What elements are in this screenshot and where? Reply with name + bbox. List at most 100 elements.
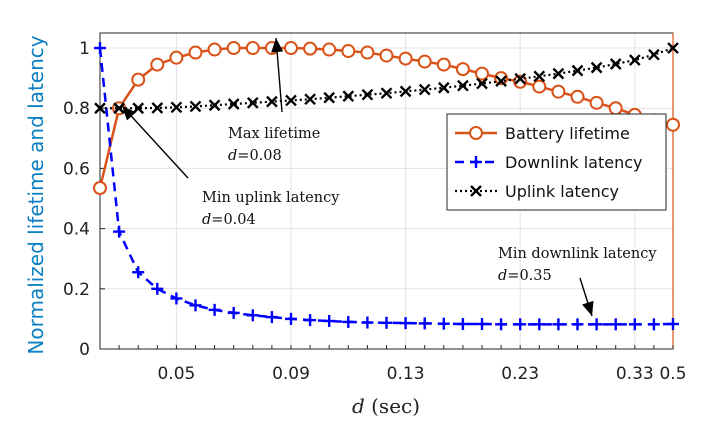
series-2-point-8 bbox=[246, 96, 259, 109]
series-1-point-3 bbox=[151, 282, 164, 295]
series-2-point-25 bbox=[571, 64, 584, 77]
series-2-point-28 bbox=[628, 54, 641, 66]
annotation-min-uplink: Min uplink latency d=0.04 bbox=[121, 105, 340, 228]
series-2-point-10 bbox=[285, 94, 297, 107]
series-1-point-22 bbox=[514, 318, 527, 331]
legend-marker-1 bbox=[470, 156, 482, 168]
series-0-point-25 bbox=[570, 89, 585, 104]
series-2-point-26 bbox=[590, 61, 603, 74]
series-0-point-0 bbox=[93, 180, 107, 195]
series-2-point-4 bbox=[170, 101, 183, 114]
annotation-value-2: d=0.35 bbox=[498, 268, 552, 284]
series-2-point-22 bbox=[514, 72, 527, 85]
y-tick-label-0: 0 bbox=[79, 340, 90, 360]
series-1-point-26 bbox=[590, 318, 603, 331]
series-1-point-10 bbox=[285, 312, 297, 325]
legend-label-0: Battery lifetime bbox=[505, 124, 630, 143]
series-0-point-4 bbox=[169, 50, 184, 65]
legend-label-1: Downlink latency bbox=[505, 153, 643, 172]
series-0-point-12 bbox=[322, 42, 337, 57]
series-0-point-7 bbox=[226, 41, 241, 56]
annotation-arrow-head-2 bbox=[582, 300, 594, 316]
series-2-point-15 bbox=[380, 87, 393, 100]
series-1-point-11 bbox=[304, 314, 317, 327]
series-0-point-15 bbox=[379, 48, 394, 63]
x-tick-label-4: 0.33 bbox=[616, 364, 654, 384]
series-0-point-19 bbox=[455, 62, 470, 77]
series-1-point-12 bbox=[323, 315, 336, 328]
series-1-point-8 bbox=[246, 309, 259, 322]
series-0-point-17 bbox=[417, 54, 432, 69]
series-0-point-24 bbox=[551, 84, 566, 99]
series-1-point-29 bbox=[647, 318, 660, 331]
series-1-point-30 bbox=[667, 318, 679, 331]
series-1-point-27 bbox=[609, 318, 622, 331]
series-2-point-29 bbox=[648, 48, 660, 61]
y-tick-label-3: 0.6 bbox=[63, 159, 90, 179]
annotation-arrow-line-1 bbox=[121, 105, 189, 179]
series-1-point-14 bbox=[361, 316, 374, 329]
series-1-point-5 bbox=[189, 299, 202, 312]
series-2-point-20 bbox=[476, 77, 488, 90]
legend: Battery lifetime Downlink latency Uplink l… bbox=[446, 113, 667, 211]
series-0-point-3 bbox=[150, 57, 165, 72]
x-axis-unit: (sec) bbox=[365, 394, 420, 418]
series-1-point-20 bbox=[476, 318, 488, 331]
series-1-point-1 bbox=[113, 225, 126, 238]
series-1-point-21 bbox=[495, 318, 508, 331]
series-0-point-27 bbox=[608, 101, 623, 116]
series-2-point-30 bbox=[667, 42, 679, 54]
legend-entry-2: Uplink latency bbox=[455, 182, 619, 201]
legend-marker-0 bbox=[469, 126, 483, 140]
series-1-point-0 bbox=[94, 42, 106, 55]
x-tick-label-5: 0.5 bbox=[659, 364, 686, 384]
series-1-point-13 bbox=[342, 315, 355, 328]
series-0-point-23 bbox=[532, 79, 547, 94]
annotation-arrow-head-1 bbox=[122, 106, 136, 121]
series-2-point-19 bbox=[457, 79, 469, 92]
series-2-point-3 bbox=[151, 102, 164, 114]
legend-entry-0: Battery lifetime bbox=[455, 124, 630, 143]
series-0-point-5 bbox=[188, 45, 203, 60]
series-2-point-17 bbox=[418, 83, 431, 96]
x-tick-label-1: 0.09 bbox=[272, 364, 310, 384]
series-1-point-25 bbox=[571, 318, 584, 331]
annotation-arrow-head-0 bbox=[271, 38, 284, 53]
y-ticks: 0 0.2 0.4 0.6 0.8 1 bbox=[63, 39, 105, 360]
series-0-point-2 bbox=[131, 72, 146, 87]
series-1-point-2 bbox=[132, 266, 145, 279]
x-axis-label: d (sec) bbox=[352, 394, 420, 418]
series-2-point-9 bbox=[266, 95, 278, 108]
series-1-point-18 bbox=[437, 317, 450, 330]
series-0-point-8 bbox=[245, 41, 260, 56]
series-2-point-1 bbox=[113, 102, 125, 115]
series-1-point-17 bbox=[418, 317, 431, 330]
annotation-min-downlink: Min downlink latency d=0.35 bbox=[498, 246, 657, 317]
series-2-point-13 bbox=[342, 90, 355, 103]
series-2-point-0 bbox=[94, 102, 106, 115]
annotation-value-1: d=0.04 bbox=[202, 212, 256, 228]
series-0-point-18 bbox=[436, 57, 451, 72]
series-1 bbox=[94, 42, 679, 331]
annotation-value-0: d=0.08 bbox=[228, 148, 282, 164]
series-1-point-19 bbox=[456, 318, 469, 331]
series-0-point-20 bbox=[475, 66, 489, 81]
y-tick-label-5: 1 bbox=[79, 39, 90, 59]
series-1-point-7 bbox=[227, 306, 240, 319]
y-tick-label-4: 0.8 bbox=[63, 99, 90, 119]
series-0-point-14 bbox=[360, 45, 375, 60]
annotation-max-lifetime: Max lifetime d=0.08 bbox=[228, 37, 320, 164]
series-2-point-21 bbox=[495, 75, 507, 88]
series-0-point-13 bbox=[341, 44, 356, 59]
series-2-point-16 bbox=[399, 85, 412, 98]
x-ticks: 0.05 0.09 0.13 0.23 0.33 0.5 bbox=[99, 345, 687, 384]
series-1-point-28 bbox=[628, 318, 641, 331]
series-0-point-11 bbox=[303, 41, 318, 56]
series-2-point-24 bbox=[552, 67, 565, 80]
annotations: Max lifetime d=0.08 Min uplink latency d=0.… bbox=[121, 37, 657, 317]
series-1-point-24 bbox=[552, 318, 565, 331]
series-2-point-23 bbox=[533, 70, 546, 83]
y-tick-label-2: 0.4 bbox=[63, 220, 90, 240]
series-0-point-16 bbox=[398, 51, 413, 66]
